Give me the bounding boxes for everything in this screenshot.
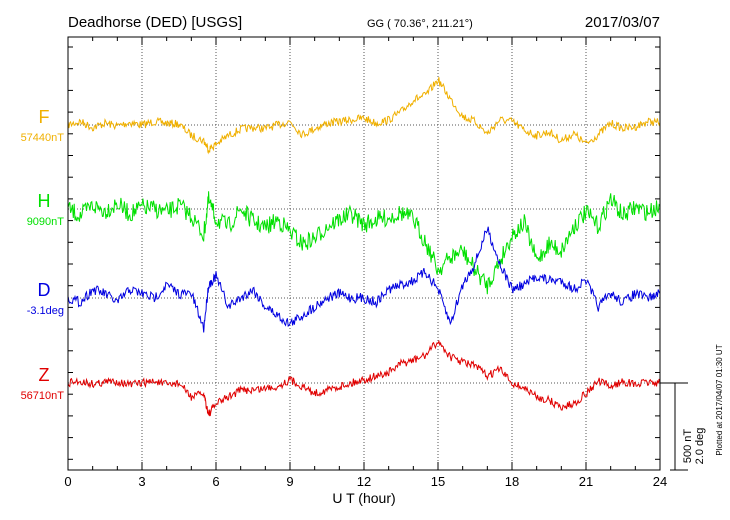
plot-date: 2017/03/07	[585, 14, 660, 31]
x-tick-label: 21	[579, 474, 593, 489]
scale-deg-label: 2.0 deg	[694, 428, 706, 465]
series-name-z: Z	[39, 365, 50, 385]
geo-coords: GG ( 70.36°, 211.21°)	[367, 18, 473, 30]
plotted-timestamp: Plotted at 2017/04/07 01:30 UT	[715, 344, 724, 455]
series-baseline-d: -3.1deg	[27, 305, 64, 317]
x-tick-label: 12	[357, 474, 371, 489]
series-line-z	[67, 339, 661, 417]
series-baseline-h: 9090nT	[27, 216, 65, 228]
station-title: Deadhorse (DED) [USGS]	[68, 14, 242, 31]
x-tick-label: 18	[505, 474, 519, 489]
series-line-f	[67, 77, 661, 155]
series-labels: F 57440nT H 9090nT D -3.1deg Z 56710nT	[21, 107, 65, 402]
x-tick-label: 6	[212, 474, 219, 489]
series-name-f: F	[39, 107, 50, 127]
series-line-d	[67, 226, 661, 333]
series-line-h	[67, 191, 661, 295]
series-name-h: H	[38, 191, 51, 211]
x-tick-label: 24	[653, 474, 667, 489]
x-tick-label: 9	[286, 474, 293, 489]
series-name-d: D	[38, 280, 51, 300]
series-baseline-f: 57440nT	[21, 132, 65, 144]
x-tick-label: 15	[431, 474, 445, 489]
axis-ticks: 0 3 6 9 12 15 18 21 24	[64, 37, 667, 489]
series-baseline-z: 56710nT	[21, 390, 65, 402]
grid	[68, 37, 660, 470]
series-lines	[67, 77, 661, 417]
scale-bar: 500 nT 2.0 deg	[660, 382, 706, 471]
x-tick-label: 3	[138, 474, 145, 489]
x-axis-label: U T (hour)	[332, 490, 395, 506]
scale-nt-label: 500 nT	[682, 429, 694, 464]
x-tick-label: 0	[64, 474, 71, 489]
